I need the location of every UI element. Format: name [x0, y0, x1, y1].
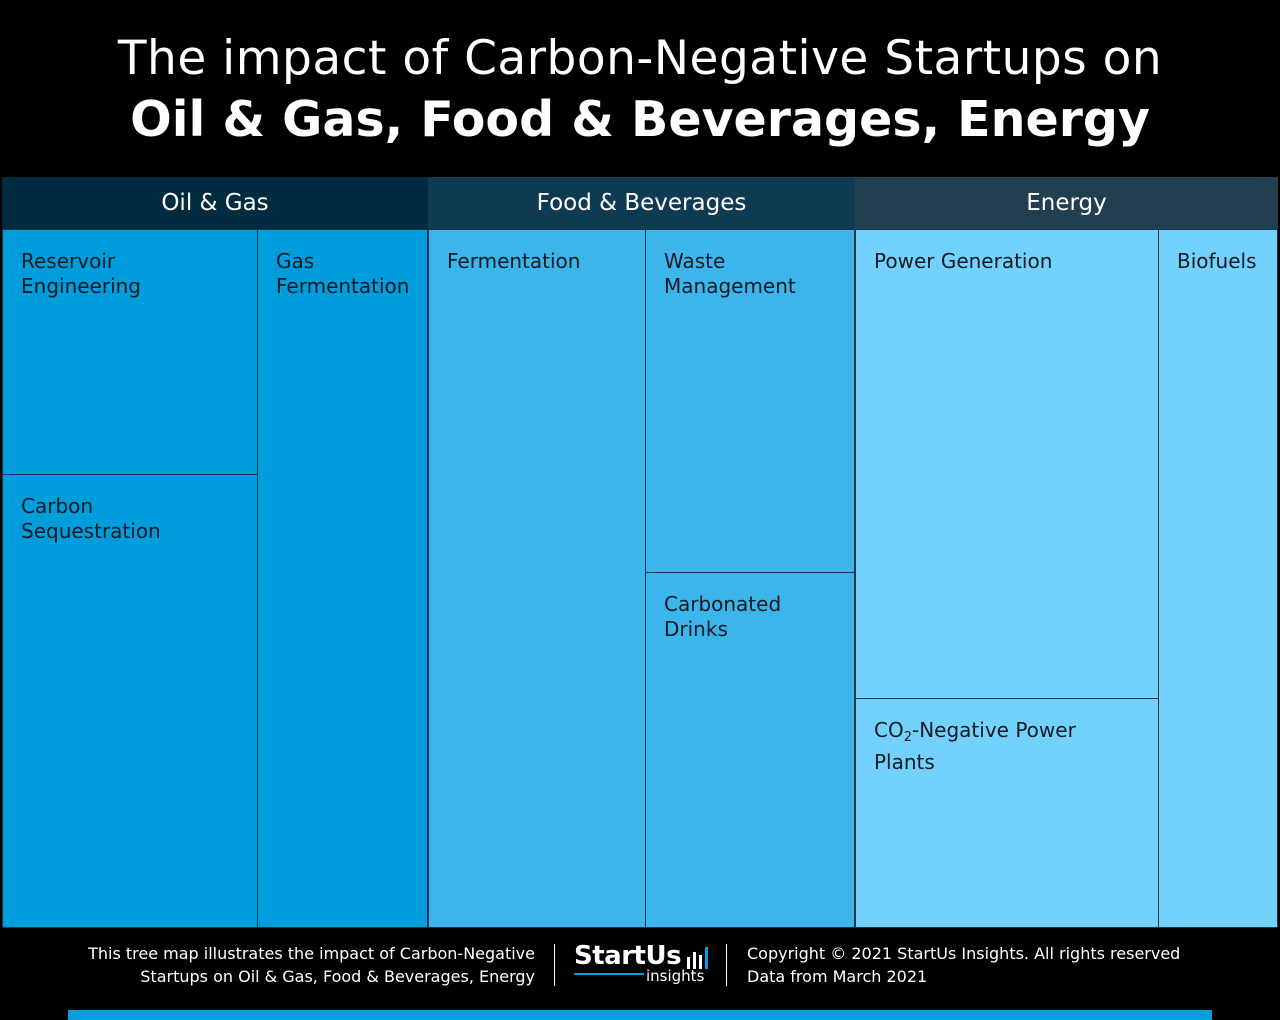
treemap-cell-carbon-sequestration: Carbon Sequestration	[2, 474, 258, 928]
footer-description-line2: Startups on Oil & Gas, Food & Beverages,…	[140, 967, 535, 986]
treemap-group-oil-gas: Oil & Gas Reservoir Engineering Carbon S…	[2, 177, 428, 928]
copyright-text: Copyright © 2021 StartUs Insights. All r…	[747, 944, 1181, 963]
label-co-prefix: CO	[874, 718, 904, 742]
cell-label-power-generation: Power Generation	[874, 249, 1053, 273]
cell-label-fermentation: Fermentation	[447, 249, 581, 273]
footer-accent-bar	[68, 1010, 1212, 1020]
logo-underline	[574, 973, 644, 975]
bar-chart-icon	[687, 947, 708, 969]
chart-title-line2: Oil & Gas, Food & Beverages, Energy	[130, 91, 1150, 148]
cell-label-carbon-sequestration: Carbon Sequestration	[21, 494, 161, 543]
chart-title-line1: The impact of Carbon-Negative Startups o…	[117, 31, 1163, 86]
label-subscript-2: 2	[903, 730, 912, 745]
treemap-cell-biofuels: Biofuels	[1158, 229, 1278, 928]
treemap-group-food-beverages: Food & Beverages Fermentation Waste Mana…	[428, 177, 855, 928]
group-header-oil-gas: Oil & Gas	[2, 177, 428, 229]
logo-wordmark: StartUs	[574, 941, 682, 971]
cell-label-carbonated-drinks: Carbonated Drinks	[664, 592, 782, 641]
treemap-cell-gas-fermentation: Gas Fermentation	[257, 229, 428, 928]
group-header-food-beverages: Food & Beverages	[428, 177, 855, 229]
cell-label-biofuels: Biofuels	[1177, 249, 1257, 273]
treemap-cell-co2-negative-power-plants: CO2-Negative Power Plants	[855, 698, 1159, 928]
startus-insights-logo: StartUs insights	[574, 940, 710, 990]
cell-label-co2-negative-power-plants: CO2-Negative Power Plants	[874, 718, 1140, 775]
footer-divider-right	[726, 944, 727, 986]
group-header-energy: Energy	[855, 177, 1278, 229]
chart-title: The impact of Carbon-Negative Startups o…	[0, 30, 1280, 151]
cell-label-waste-management: Waste Management	[664, 249, 796, 298]
footer-copyright-block: Copyright © 2021 StartUs Insights. All r…	[747, 942, 1267, 988]
logo-subtitle: insights	[646, 967, 705, 985]
footer-divider-left	[554, 944, 555, 986]
treemap-cell-waste-management: Waste Management	[645, 229, 855, 573]
footer-description-line1: This tree map illustrates the impact of …	[88, 944, 535, 963]
cell-label-gas-fermentation: Gas Fermentation	[276, 249, 410, 298]
treemap-cell-fermentation: Fermentation	[428, 229, 646, 928]
treemap-group-energy: Energy Power Generation CO2-Negative Pow…	[855, 177, 1278, 928]
data-date-text: Data from March 2021	[747, 967, 928, 986]
footer: This tree map illustrates the impact of …	[0, 928, 1280, 1020]
treemap-cell-power-generation: Power Generation	[855, 229, 1159, 699]
label-negative-power-plants: -Negative Power Plants	[874, 718, 1076, 774]
treemap-cell-reservoir-engineering: Reservoir Engineering	[2, 229, 258, 475]
treemap-cell-carbonated-drinks: Carbonated Drinks	[645, 572, 855, 928]
cell-label-reservoir-engineering: Reservoir Engineering	[21, 249, 141, 298]
treemap: Oil & Gas Reservoir Engineering Carbon S…	[2, 177, 1278, 928]
footer-description: This tree map illustrates the impact of …	[15, 942, 535, 988]
